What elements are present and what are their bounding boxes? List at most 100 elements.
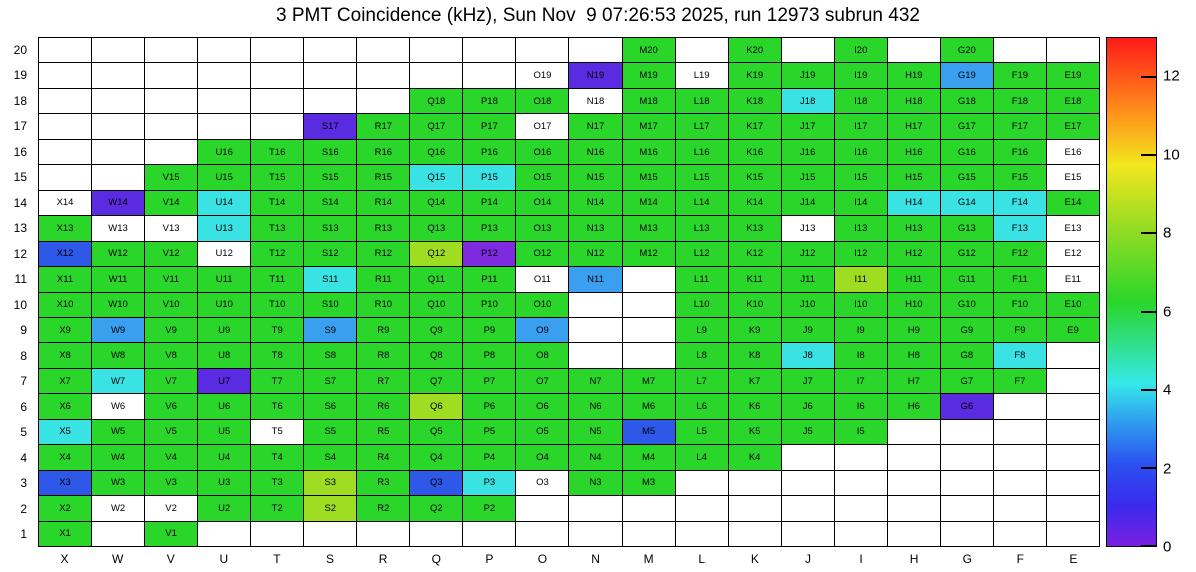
colorbar-tick xyxy=(1141,388,1156,391)
grid-cell xyxy=(92,521,145,546)
grid-cell xyxy=(1046,445,1099,470)
grid-cell: K4 xyxy=(728,445,781,470)
grid-cell: S11 xyxy=(304,267,357,292)
grid-cell: S17 xyxy=(304,114,357,139)
grid-cell: O3 xyxy=(516,470,569,496)
grid-cell: U4 xyxy=(198,445,251,470)
grid-cell: P6 xyxy=(463,394,516,419)
grid-cell xyxy=(781,521,834,546)
grid-cell xyxy=(622,343,675,368)
grid-cell: G7 xyxy=(940,368,993,394)
column-label: E xyxy=(1069,552,1078,566)
row-label: 5 xyxy=(20,425,27,440)
grid-cell: M7 xyxy=(622,368,675,394)
colorbar-tick-label: 0 xyxy=(1163,538,1172,556)
grid-cell xyxy=(887,496,940,521)
grid-cell: N18 xyxy=(569,88,622,114)
grid-cell: P7 xyxy=(463,368,516,394)
row-label: 13 xyxy=(13,221,27,236)
grid-cell: H6 xyxy=(887,394,940,419)
grid-cell xyxy=(1046,419,1099,445)
grid-cell: Q11 xyxy=(410,267,463,292)
grid-cell: R16 xyxy=(357,139,410,165)
grid-cell: P11 xyxy=(463,267,516,292)
grid-cell: U5 xyxy=(198,419,251,445)
grid-cell: X12 xyxy=(39,241,92,267)
grid-cell xyxy=(834,521,887,546)
grid-cell: U3 xyxy=(198,470,251,496)
grid-cell xyxy=(92,139,145,165)
grid-cell: S7 xyxy=(304,368,357,394)
grid-cell xyxy=(781,496,834,521)
grid-cell: Q5 xyxy=(410,419,463,445)
grid-cell: L16 xyxy=(675,139,728,165)
grid-cell: S2 xyxy=(304,496,357,521)
grid-cell: X5 xyxy=(39,419,92,445)
grid-cell: H7 xyxy=(887,368,940,394)
grid-cell: S4 xyxy=(304,445,357,470)
grid-cell xyxy=(993,470,1046,496)
grid-cell xyxy=(145,114,198,139)
grid-cell: P3 xyxy=(463,470,516,496)
grid-cell xyxy=(781,38,834,63)
grid-cell: K7 xyxy=(728,368,781,394)
grid-cell: N12 xyxy=(569,241,622,267)
grid-cell: N13 xyxy=(569,216,622,241)
grid-cell xyxy=(463,521,516,546)
grid-cell xyxy=(622,292,675,317)
grid-cell: T8 xyxy=(251,343,304,368)
grid-cell: P9 xyxy=(463,317,516,343)
grid-cell xyxy=(1046,394,1099,419)
grid-cell: Q18 xyxy=(410,88,463,114)
grid-cell: G12 xyxy=(940,241,993,267)
grid-cell: L4 xyxy=(675,445,728,470)
grid-cell: L15 xyxy=(675,165,728,190)
column-label: Q xyxy=(431,552,441,566)
grid-cell: K17 xyxy=(728,114,781,139)
grid-cell: R15 xyxy=(357,165,410,190)
grid-cell: I7 xyxy=(834,368,887,394)
grid-cell xyxy=(781,470,834,496)
grid-cell: K13 xyxy=(728,216,781,241)
grid-cell: V3 xyxy=(145,470,198,496)
grid-cell: N4 xyxy=(569,445,622,470)
grid-cell: G15 xyxy=(940,165,993,190)
grid-cell xyxy=(92,165,145,190)
grid-cell: O7 xyxy=(516,368,569,394)
grid-cell: R13 xyxy=(357,216,410,241)
grid-cell: H15 xyxy=(887,165,940,190)
column-label: I xyxy=(859,552,863,566)
grid-cell: Q3 xyxy=(410,470,463,496)
row-label: 9 xyxy=(20,323,27,338)
grid-cell: N14 xyxy=(569,190,622,216)
grid-cell: G19 xyxy=(940,63,993,88)
grid-cell: W10 xyxy=(92,292,145,317)
grid-cell xyxy=(304,88,357,114)
grid-cell: T7 xyxy=(251,368,304,394)
row-label: 18 xyxy=(13,93,27,108)
grid-cell: I19 xyxy=(834,63,887,88)
grid-cell: O10 xyxy=(516,292,569,317)
grid-cell xyxy=(1046,496,1099,521)
colorbar-tick-label: 4 xyxy=(1163,381,1172,399)
grid-cell: P15 xyxy=(463,165,516,190)
grid-cell: R3 xyxy=(357,470,410,496)
grid-cell xyxy=(410,63,463,88)
grid-cell: M3 xyxy=(622,470,675,496)
grid-cell: F10 xyxy=(993,292,1046,317)
grid-cell: J11 xyxy=(781,267,834,292)
grid-cell: Q13 xyxy=(410,216,463,241)
grid-cell: T9 xyxy=(251,317,304,343)
grid-cell xyxy=(198,114,251,139)
grid-cell xyxy=(622,267,675,292)
grid-cell: J8 xyxy=(781,343,834,368)
grid-cell xyxy=(92,88,145,114)
grid-cell: S3 xyxy=(304,470,357,496)
grid-cell: R8 xyxy=(357,343,410,368)
column-label: S xyxy=(326,552,335,566)
grid-cell: E10 xyxy=(1046,292,1099,317)
grid-cell: M14 xyxy=(622,190,675,216)
grid-cell: M19 xyxy=(622,63,675,88)
grid-cell: T10 xyxy=(251,292,304,317)
